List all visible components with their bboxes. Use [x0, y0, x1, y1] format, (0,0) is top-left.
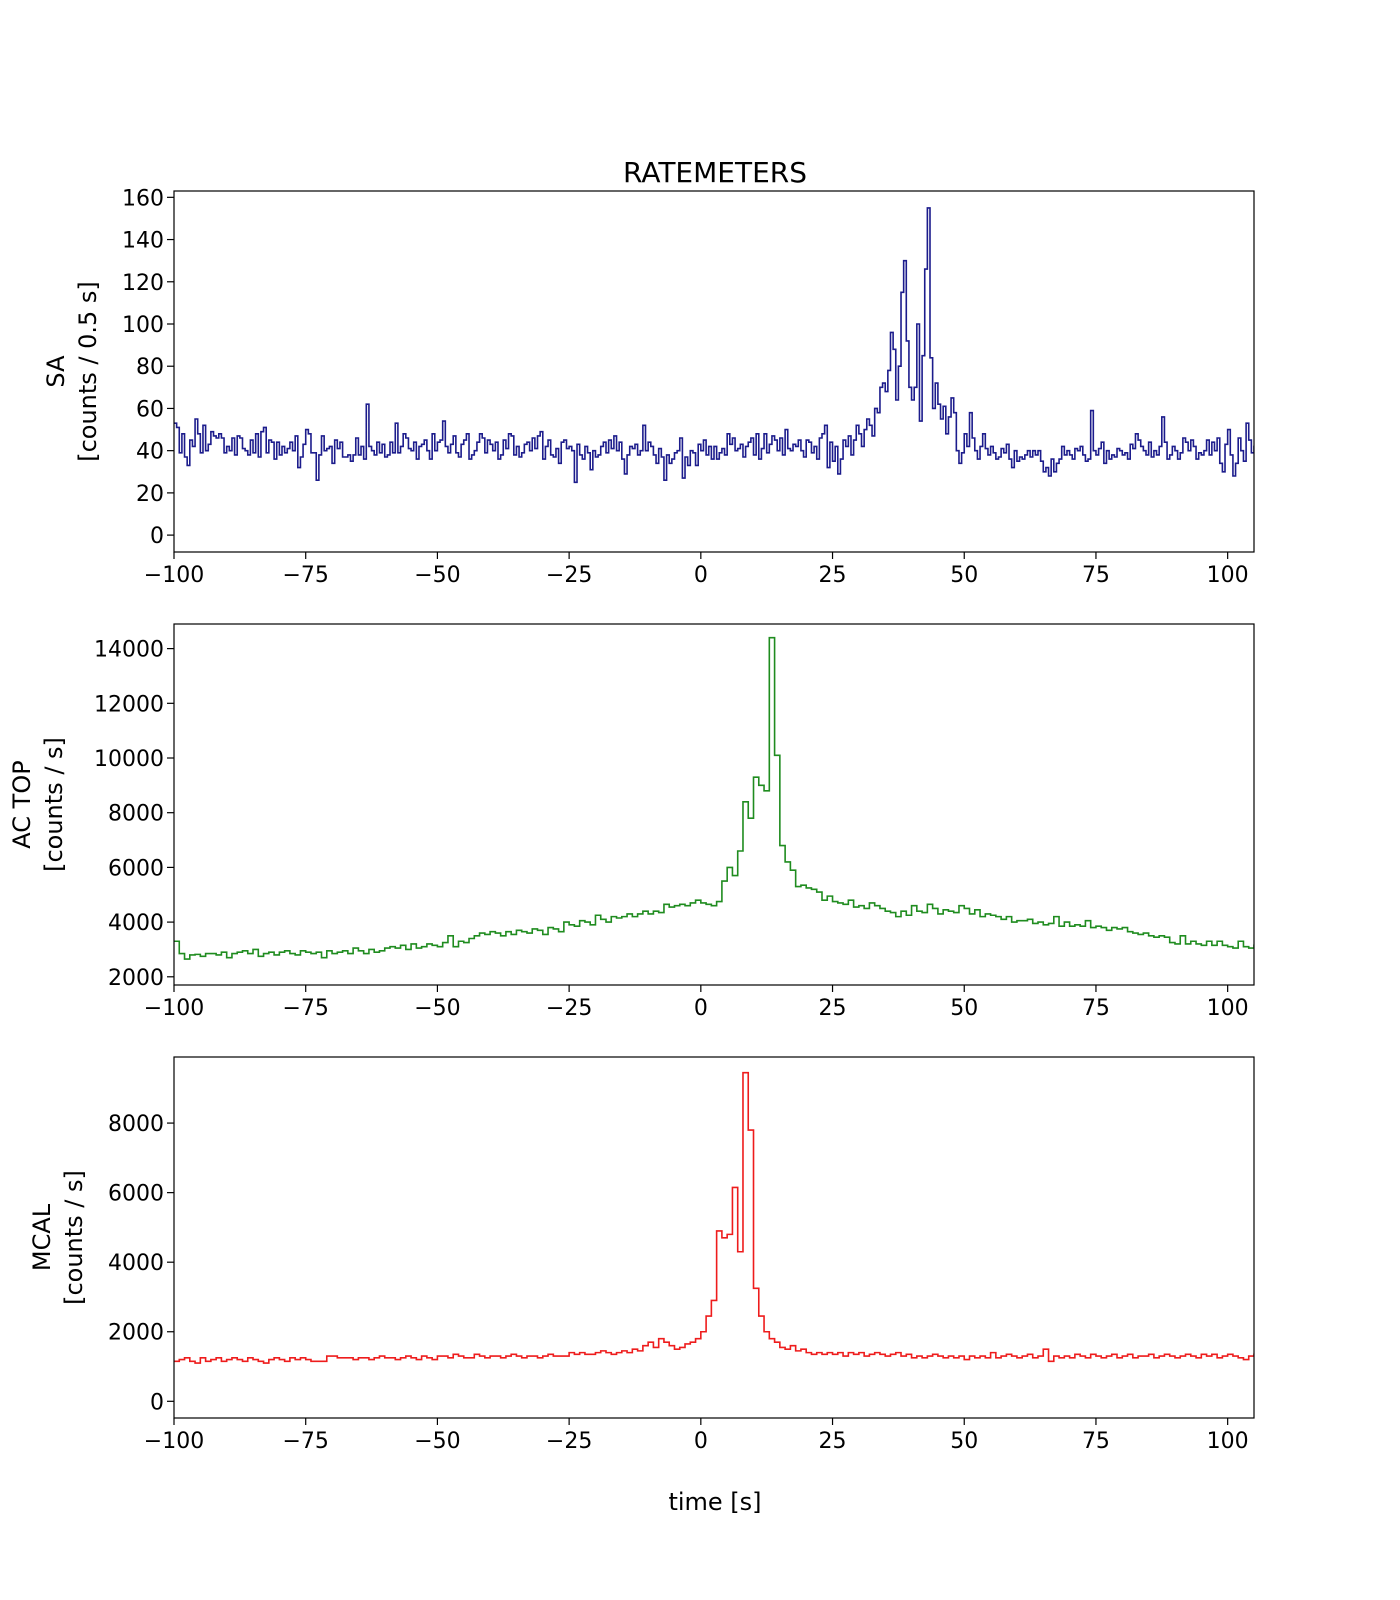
y-tick-label: 4000: [108, 1251, 164, 1276]
x-axis-label: time [s]: [668, 1488, 761, 1516]
y-tick-label: 10000: [94, 747, 164, 772]
panel-mcal: −100 −75 −50 −25 0 25 50 75 100 0 2000 4000 6000 8000…: [28, 1056, 1255, 1454]
y-tick-label: 8000: [108, 1112, 164, 1137]
series-line-ac-top: [174, 636, 1254, 960]
y-tick-label: 4000: [108, 911, 164, 936]
y-axis-label: AC TOP: [8, 760, 36, 848]
panel-ac-top: −100 −75 −50 −25 0 25 50 75 100 2000 4000 6000 8000 1…: [8, 623, 1255, 1021]
y-tick-label: 2000: [108, 966, 164, 991]
y-tick-label: 6000: [108, 856, 164, 881]
y-tick-label: 60: [136, 397, 164, 422]
y-tick-label: 40: [136, 440, 164, 465]
x-tick-label: 75: [1082, 1429, 1110, 1454]
x-tick-label: 100: [1207, 996, 1249, 1021]
x-tick-label: 100: [1207, 1429, 1249, 1454]
panel-sa: −100 −75 −50 −25 0 25 50 75 100 0 20 40 60 80 100 120 14…: [42, 186, 1255, 588]
x-tick-label: 25: [819, 996, 847, 1021]
y-tick-label: 12000: [94, 692, 164, 717]
plot-frame: [173, 190, 1255, 553]
y-tick-label: 160: [122, 186, 164, 211]
x-tick-label: −75: [282, 563, 328, 588]
y-tick-label: 80: [136, 355, 164, 380]
x-tick-label: 75: [1082, 563, 1110, 588]
y-tick-label: 100: [122, 313, 164, 338]
x-tick-label: 0: [694, 996, 708, 1021]
y-tick-label: 2000: [108, 1321, 164, 1346]
x-tick-label: 0: [694, 1429, 708, 1454]
y-tick-label: 0: [150, 1390, 164, 1415]
x-tick-label: −100: [144, 996, 204, 1021]
y-tick-label: 6000: [108, 1182, 164, 1207]
x-tick-label: −50: [414, 563, 460, 588]
x-tick-label: 25: [819, 1429, 847, 1454]
plot-frame: [173, 623, 1255, 986]
plot-frame: [173, 1056, 1255, 1419]
x-tick-label: 50: [950, 996, 978, 1021]
figure-title: RATEMETERS: [623, 156, 807, 189]
y-tick-label: 140: [122, 229, 164, 254]
x-tick-label: −25: [546, 1429, 592, 1454]
x-tick-label: −50: [414, 1429, 460, 1454]
x-tick-label: −25: [546, 563, 592, 588]
x-tick-label: 100: [1207, 563, 1249, 588]
x-tick-label: 75: [1082, 996, 1110, 1021]
series-line-mcal: [174, 1071, 1254, 1364]
x-tick-label: −100: [144, 563, 204, 588]
y-tick-label: 120: [122, 271, 164, 296]
x-tick-label: 50: [950, 1429, 978, 1454]
y-tick-label: 0: [150, 524, 164, 549]
x-tick-label: −50: [414, 996, 460, 1021]
x-tick-label: −75: [282, 1429, 328, 1454]
y-axis-label: MCAL: [28, 1203, 56, 1271]
y-axis-label: [counts / s]: [60, 1170, 88, 1305]
x-tick-label: −25: [546, 996, 592, 1021]
y-axis-label: [counts / 0.5 s]: [74, 281, 102, 462]
x-tick-label: −100: [144, 1429, 204, 1454]
y-axis-label: [counts / s]: [40, 737, 68, 872]
y-tick-label: 14000: [94, 638, 164, 663]
x-tick-label: 0: [694, 563, 708, 588]
y-axis-label: SA: [42, 355, 70, 388]
x-tick-label: −75: [282, 996, 328, 1021]
x-tick-label: 25: [819, 563, 847, 588]
y-tick-label: 20: [136, 482, 164, 507]
series-line-sa: [174, 207, 1254, 484]
x-tick-label: 50: [950, 563, 978, 588]
y-tick-label: 8000: [108, 802, 164, 827]
